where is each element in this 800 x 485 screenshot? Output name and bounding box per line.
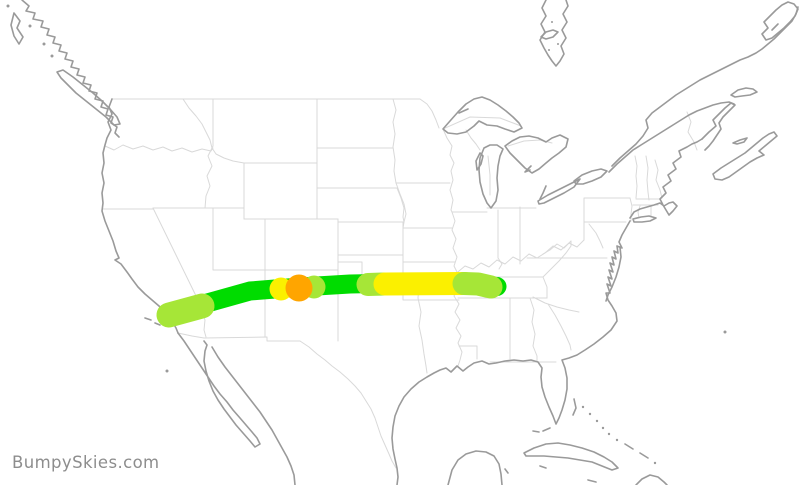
site-watermark: BumpySkies.com (12, 453, 160, 472)
bermuda (723, 330, 727, 334)
lake-michigan (478, 144, 504, 209)
lake-ontario (573, 168, 608, 185)
turbulence-route (156, 272, 507, 328)
anticosti-island (730, 87, 758, 98)
west-coast (101, 98, 179, 334)
baja-california (177, 332, 261, 448)
channel-islands (144, 317, 161, 326)
florida-keys (532, 427, 551, 433)
lake-erie (537, 178, 581, 205)
spot-moderate (285, 274, 313, 302)
detroit-river (539, 185, 547, 200)
route-yellow (373, 272, 477, 296)
new-brunswick-gaspe (701, 102, 736, 151)
bahamas-andros (572, 398, 577, 416)
atlantic-gulf-coast (391, 220, 631, 485)
newfoundland (761, 1, 799, 41)
yucatan (447, 450, 503, 485)
prince-edward-island (732, 137, 748, 145)
jamaica (587, 479, 597, 483)
long-island (632, 215, 657, 223)
lake-huron (504, 134, 569, 174)
st-lawrence-north-shore (611, 6, 799, 167)
saginaw-bay (524, 165, 532, 173)
isle-of-youth (539, 465, 547, 469)
cuba (523, 442, 619, 471)
newfoundland-bay (771, 23, 779, 31)
new-england-coast (629, 138, 703, 219)
cozumel (504, 468, 509, 474)
hispaniola (635, 474, 668, 485)
bc-coast (21, 0, 120, 138)
route-start-light (156, 293, 215, 328)
vancouver-island (56, 69, 121, 126)
james-bay-lake (540, 29, 559, 40)
green-bay (475, 152, 484, 171)
st-lawrence-south-shore (608, 101, 735, 173)
nova-scotia (712, 131, 778, 181)
mexico-west-coast (211, 346, 296, 485)
route-end-light (452, 272, 503, 299)
coastlines (6, 0, 799, 485)
delmarva (605, 246, 622, 302)
isle-royale (458, 108, 469, 114)
haida-gwaii (10, 12, 24, 45)
bahamas-chain (624, 443, 649, 459)
james-bay (539, 0, 569, 67)
lake-superior (442, 96, 523, 135)
